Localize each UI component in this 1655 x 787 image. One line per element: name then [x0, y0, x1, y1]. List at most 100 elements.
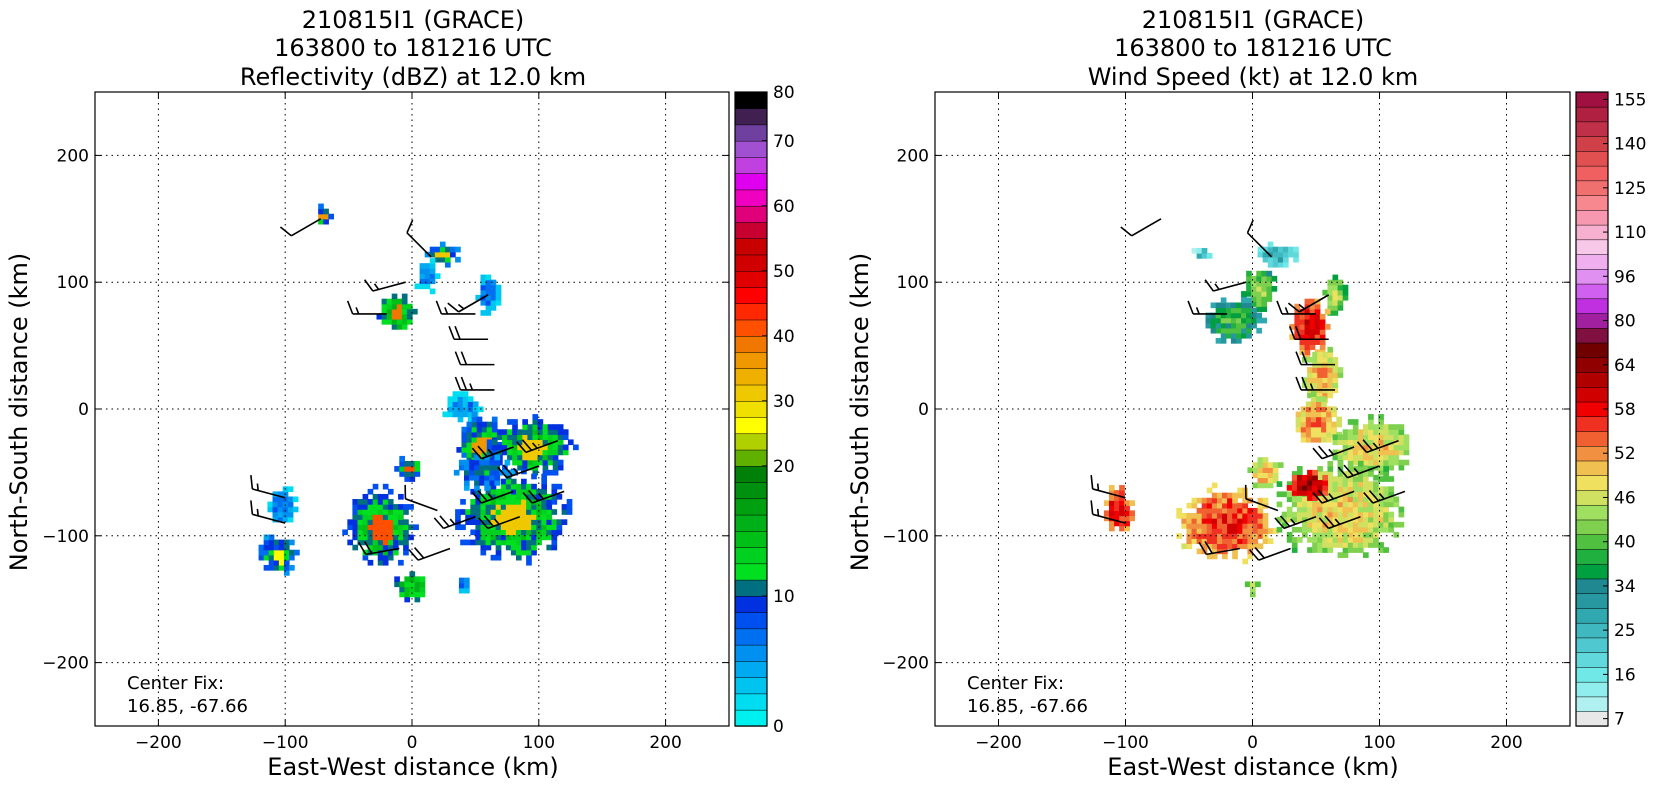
field-cell	[1326, 426, 1332, 433]
field-cell	[404, 591, 411, 598]
field-cell	[521, 488, 527, 495]
field-cell	[1246, 322, 1252, 329]
field-cell	[386, 303, 393, 310]
field-cell	[500, 509, 507, 515]
colorbar-segment	[1575, 548, 1609, 565]
y-tick-label: 100	[57, 273, 89, 293]
field-cell	[452, 411, 459, 418]
field-cell	[526, 529, 532, 536]
field-cell	[526, 534, 532, 541]
field-cell	[1388, 511, 1395, 518]
field-cell	[1215, 312, 1222, 319]
field-cell	[531, 488, 537, 495]
field-cell	[480, 299, 487, 306]
field-cell	[1362, 537, 1369, 543]
field-cell	[527, 444, 534, 451]
field-cell	[263, 554, 270, 561]
field-cell	[476, 421, 483, 428]
field-cell	[1257, 512, 1264, 519]
field-cell	[1317, 496, 1323, 503]
barb-feather	[1279, 515, 1291, 527]
field-cell	[1398, 429, 1405, 435]
field-cell	[1307, 382, 1313, 389]
field-cell	[396, 318, 403, 325]
field-cell	[404, 576, 411, 583]
wind-barb	[1187, 300, 1228, 315]
field-cell	[1373, 526, 1379, 533]
field-cell	[1342, 471, 1349, 477]
field-cell	[1257, 507, 1264, 514]
field-cell	[1327, 506, 1334, 513]
field-cell	[1368, 444, 1374, 451]
field-cell	[387, 544, 394, 551]
field-cell	[1211, 512, 1218, 519]
field-cell	[1305, 401, 1312, 408]
field-cell	[551, 519, 558, 525]
field-cell	[398, 514, 404, 520]
field-cell	[491, 439, 498, 446]
field-cell	[1327, 357, 1334, 363]
wind-barb	[363, 279, 406, 292]
wind-center-fix-value: 16.85, -67.66	[967, 696, 1088, 717]
field-cell	[1237, 523, 1243, 529]
field-cell	[1304, 329, 1311, 335]
field-cell	[505, 534, 512, 541]
field-cell	[1307, 506, 1313, 513]
field-cell	[1309, 334, 1316, 340]
field-cell	[1307, 521, 1313, 528]
field-cell	[1378, 469, 1384, 476]
field-cell	[1256, 286, 1262, 292]
field-cell	[1119, 500, 1125, 506]
field-cell	[1247, 528, 1254, 534]
field-cell	[1124, 505, 1130, 512]
field-cell	[272, 506, 279, 513]
barb-feather	[346, 300, 354, 315]
field-cell	[1388, 424, 1395, 430]
field-cell	[551, 483, 558, 490]
field-cell	[1332, 284, 1339, 291]
field-cell	[1108, 505, 1115, 512]
field-cell	[1309, 303, 1316, 310]
field-cell	[289, 554, 295, 561]
field-cell	[1368, 419, 1374, 425]
field-cell	[475, 519, 482, 525]
field-cell	[500, 539, 507, 546]
field-cell	[536, 509, 542, 515]
field-cell	[1352, 537, 1359, 543]
field-cell	[479, 464, 485, 471]
field-cell	[1288, 246, 1294, 253]
field-cell	[517, 429, 523, 435]
field-cell	[447, 396, 454, 402]
field-cell	[1282, 261, 1289, 268]
field-cell	[542, 424, 549, 430]
field-cell	[465, 539, 471, 546]
field-cell	[1337, 496, 1344, 503]
barb-feather	[528, 489, 539, 502]
field-cell	[470, 519, 476, 525]
field-cell	[1357, 526, 1364, 533]
field-cell	[267, 506, 274, 513]
field-cell	[1300, 431, 1307, 438]
field-cell	[1201, 502, 1208, 509]
field-cell	[1362, 434, 1369, 441]
field-cell	[1322, 531, 1329, 538]
field-cell	[1373, 449, 1379, 456]
barb-shaft	[1258, 547, 1291, 561]
field-cell	[557, 424, 564, 430]
field-cell	[377, 559, 384, 566]
field-cell	[399, 460, 405, 467]
field-cell	[457, 411, 464, 418]
field-cell	[552, 434, 559, 441]
field-cell	[399, 581, 405, 588]
field-cell	[1378, 526, 1384, 533]
field-cell	[1309, 308, 1316, 315]
field-cell	[1266, 275, 1273, 282]
field-cell	[1246, 291, 1252, 297]
field-cell	[1373, 496, 1379, 503]
field-cell	[382, 493, 389, 500]
field-cell	[323, 218, 329, 225]
field-cell	[1357, 464, 1364, 471]
field-cell	[484, 469, 490, 476]
field-cell	[541, 509, 548, 515]
wind-barbs	[250, 218, 565, 561]
